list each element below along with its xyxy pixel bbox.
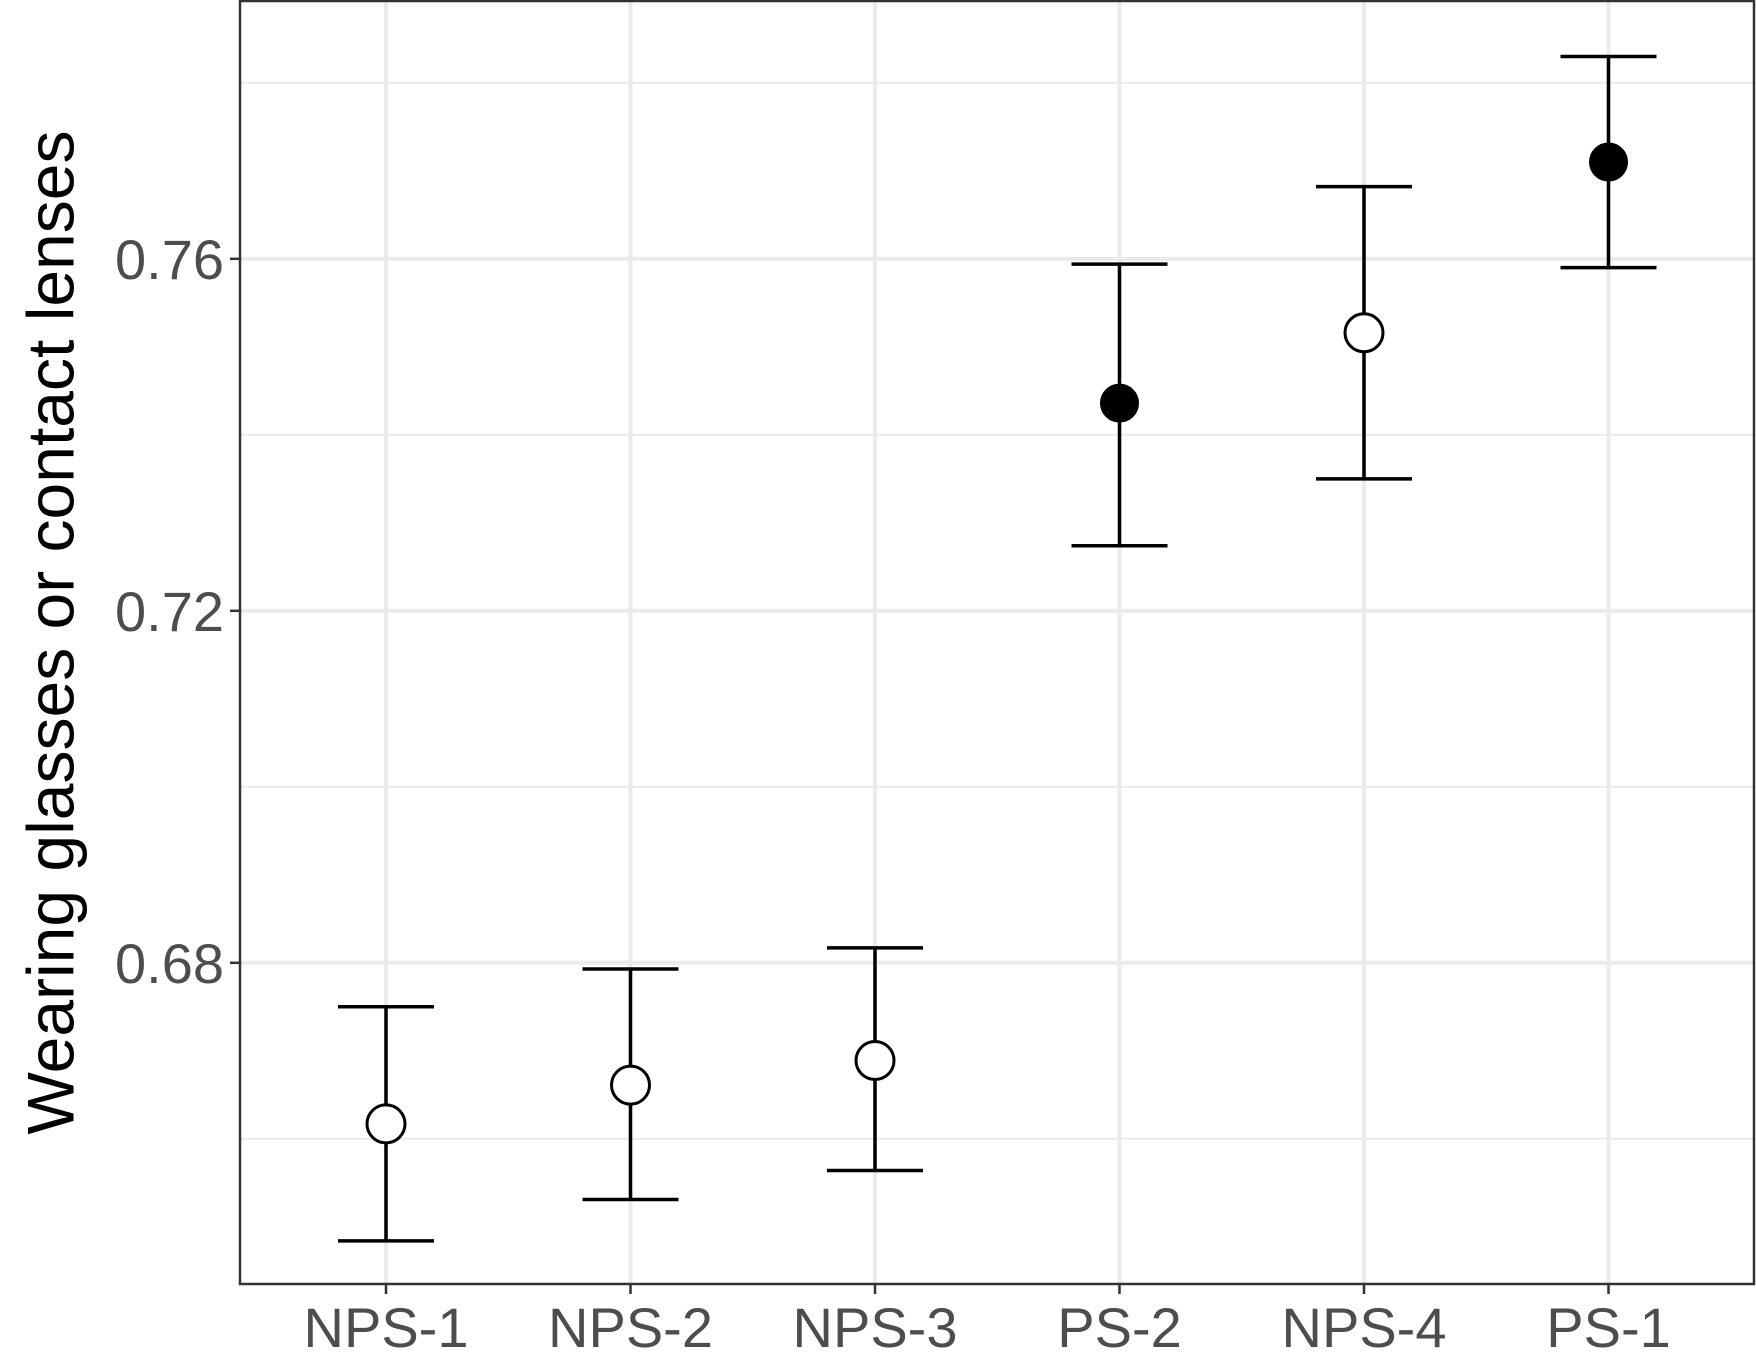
error-bars	[338, 54, 1657, 1243]
point-PS-2	[1100, 383, 1139, 423]
y-axis-title: Wearing glasses or contact lenses	[13, 131, 87, 1135]
point-NPS-3	[854, 1039, 896, 1081]
point-PS-1	[1589, 142, 1628, 182]
x-tick-label-NPS-2: NPS-2	[548, 1296, 713, 1354]
x-tick-label-PS-1: PS-1	[1546, 1296, 1671, 1354]
grid-lines	[240, 1, 1755, 1284]
x-axis: NPS-1 NPS-2 NPS-3 PS-2 NPS-4 PS-1	[304, 1284, 1671, 1354]
y-tick-label-2: 0.76	[115, 228, 224, 291]
point-NPS-2	[610, 1064, 651, 1106]
x-tick-label-NPS-3: NPS-3	[793, 1296, 958, 1354]
data-points	[365, 142, 1628, 1145]
y-tick-label-0: 0.68	[115, 932, 224, 995]
x-tick-label-PS-2: PS-2	[1057, 1296, 1182, 1354]
point-NPS-1	[365, 1103, 407, 1145]
y-tick-label-1: 0.72	[115, 580, 224, 643]
panel-border	[238, 0, 1756, 1286]
x-tick-label-NPS-4: NPS-4	[1282, 1296, 1447, 1354]
x-tick-label-NPS-1: NPS-1	[304, 1296, 469, 1354]
point-NPS-4	[1343, 312, 1385, 354]
y-axis: 0.68 0.72 0.76	[115, 228, 240, 995]
